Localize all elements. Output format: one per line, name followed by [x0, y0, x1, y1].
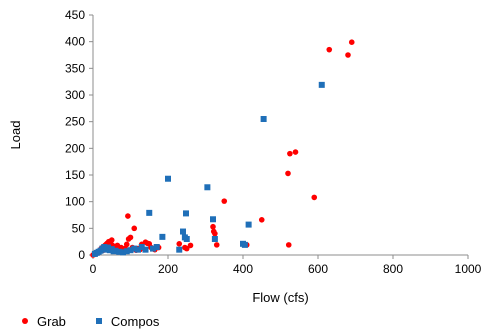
- data-point-compos: [180, 228, 186, 235]
- data-point-grab: [187, 242, 194, 249]
- y-tick-label: 450: [65, 8, 85, 22]
- data-point-compos: [150, 245, 156, 252]
- data-point-compos: [120, 249, 126, 256]
- data-point-grab: [326, 46, 333, 53]
- legend-marker-grab: [22, 318, 28, 324]
- axes: [89, 14, 469, 259]
- data-point-compos: [210, 216, 216, 223]
- data-point-compos: [153, 244, 160, 250]
- y-tick-label: 100: [65, 195, 85, 209]
- data-point-grab: [258, 217, 265, 223]
- y-tick-label: 250: [65, 115, 85, 129]
- x-tick-label: 800: [383, 262, 403, 276]
- series-grab-points: [90, 39, 355, 258]
- data-point-compos: [131, 245, 138, 252]
- legend-label-grab: Grab: [37, 313, 66, 329]
- data-point-grab: [285, 242, 292, 248]
- y-axis-title: Load: [8, 121, 23, 150]
- data-point-compos: [138, 244, 145, 250]
- data-point-compos: [123, 248, 130, 255]
- legend-marker-compos: [95, 318, 102, 324]
- x-tick-label: 1000: [455, 262, 482, 276]
- data-point-grab: [212, 230, 218, 237]
- data-point-grab: [210, 223, 216, 230]
- y-tick-label: 400: [65, 35, 85, 49]
- data-point-grab: [125, 213, 131, 219]
- data-point-grab: [123, 241, 130, 248]
- x-tick-label: 600: [308, 262, 328, 276]
- data-point-grab: [285, 170, 291, 177]
- data-point-compos: [135, 246, 141, 253]
- data-point-grab: [345, 52, 351, 58]
- x-tick-label: 400: [233, 262, 253, 276]
- data-point-compos: [245, 221, 252, 228]
- legend-item-compos: Compos: [95, 313, 160, 329]
- legend: Grab Compos: [22, 311, 189, 331]
- y-tick-label: 150: [65, 168, 85, 182]
- data-point-grab: [131, 225, 138, 232]
- data-point-compos: [142, 246, 149, 253]
- tick-labels: 0 50 100 150 200 250 300 350 400 450 0 200 400 600 800…: [65, 8, 482, 276]
- series-compos-points: [91, 81, 325, 257]
- y-tick-label: 0: [78, 248, 85, 262]
- data-point-grab: [348, 39, 355, 45]
- data-point-grab: [311, 194, 318, 201]
- data-point-compos: [211, 236, 218, 242]
- legend-item-grab: Grab: [22, 314, 66, 329]
- data-point-compos: [116, 248, 123, 255]
- y-tick-label: 200: [65, 141, 85, 155]
- data-point-compos: [183, 236, 190, 242]
- data-point-grab: [176, 241, 183, 247]
- data-point-compos: [183, 210, 189, 217]
- data-point-grab: [183, 245, 190, 252]
- data-point-compos: [127, 247, 134, 254]
- data-point-grab: [127, 234, 134, 241]
- data-point-grab: [213, 242, 220, 248]
- data-point-compos: [165, 175, 171, 182]
- data-point-compos: [146, 209, 153, 216]
- y-tick-label: 350: [65, 61, 85, 75]
- data-point-grab: [287, 150, 293, 157]
- data-point-compos: [176, 246, 183, 253]
- x-tick-label: 200: [158, 262, 178, 276]
- data-point-compos: [318, 81, 325, 88]
- data-point-grab: [292, 149, 299, 155]
- data-point-compos: [241, 241, 248, 248]
- data-point-grab: [221, 198, 228, 204]
- y-tick-label: 50: [72, 221, 86, 235]
- data-point-compos: [204, 184, 211, 191]
- data-point-grab: [108, 237, 115, 243]
- data-point-compos: [260, 116, 267, 122]
- legend-label-compos: Compos: [110, 313, 160, 329]
- x-tick-label: 0: [90, 262, 97, 276]
- x-axis-title: Flow (cfs): [252, 290, 308, 305]
- y-tick-label: 300: [65, 88, 85, 102]
- scatter-chart: 0 50 100 150 200 250 300 350 400 450 0 200 400 600 800…: [8, 8, 482, 305]
- data-point-compos: [112, 247, 119, 254]
- data-point-compos: [159, 233, 166, 240]
